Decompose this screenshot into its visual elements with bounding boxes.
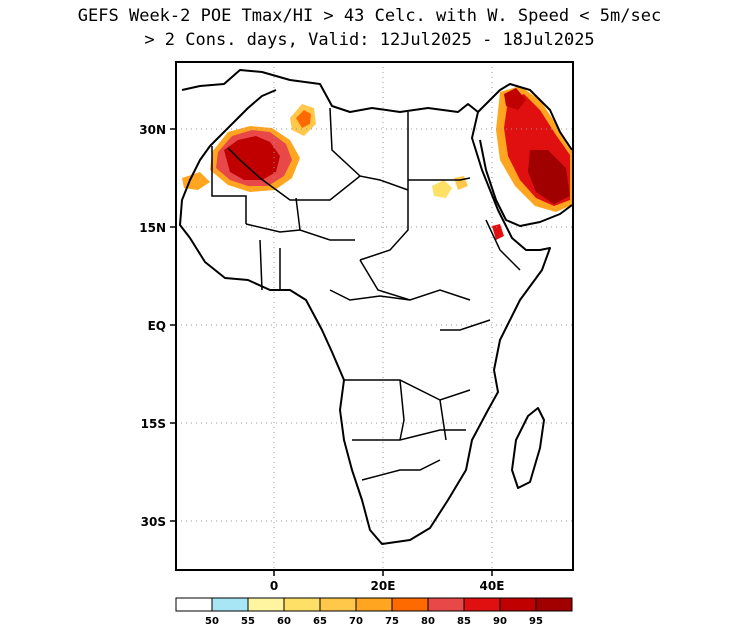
colorbar-swatch	[319, 597, 357, 612]
shade-nw-africa-inner	[224, 136, 280, 180]
colorbar-swatch	[175, 597, 213, 612]
lat-label-eq: EQ	[148, 319, 166, 333]
colorbar-label: 55	[241, 616, 255, 627]
colorbar-label: 75	[385, 616, 399, 627]
colorbar-swatch	[211, 597, 249, 612]
shade-arabia-inner	[528, 150, 570, 204]
coastlines	[179, 69, 573, 545]
colorbar-label: 50	[205, 616, 219, 627]
colorbar-swatch	[427, 597, 465, 612]
colorbar-swatch	[499, 597, 537, 612]
colorbar-swatch	[463, 597, 501, 612]
shade-red-sea	[492, 224, 504, 240]
colorbar-swatch	[535, 597, 573, 612]
lat-label-15s: 15S	[141, 417, 166, 431]
map-frame	[175, 61, 574, 571]
colorbar-swatch	[283, 597, 321, 612]
colorbar-label: 70	[349, 616, 363, 627]
colorbar: 50 55 60 65 70 75 80 85 90 95	[175, 597, 573, 627]
arabia-coast	[477, 83, 573, 227]
colorbar-label: 80	[421, 616, 435, 627]
colorbar-label: 60	[277, 616, 291, 627]
colorbar-label: 65	[313, 616, 327, 627]
colorbar-label: 85	[457, 616, 471, 627]
colorbar-label: 95	[529, 616, 543, 627]
lon-label-20e: 20E	[371, 579, 396, 593]
madagascar	[511, 407, 545, 489]
title-line-2: > 2 Cons. days, Valid: 12Jul2025 - 18Jul…	[144, 30, 595, 50]
axis-ticks	[170, 128, 493, 576]
lon-label-40e: 40E	[480, 579, 505, 593]
lat-label-30s: 30S	[141, 515, 166, 529]
shade-sudan-1	[432, 180, 452, 198]
shade-arabia-north	[504, 88, 526, 110]
lat-label-15n: 15N	[139, 221, 166, 235]
shade-mauritania	[182, 172, 210, 190]
africa-coast	[179, 69, 551, 545]
colorbar-swatch	[391, 597, 429, 612]
shade-nw-africa-small-inner	[296, 110, 311, 128]
lat-label-30n: 30N	[139, 123, 166, 137]
colorbar-swatch	[355, 597, 393, 612]
colorbar-label: 90	[493, 616, 507, 627]
lon-label-0: 0	[270, 579, 278, 593]
borders	[211, 107, 521, 481]
title-line-1: GEFS Week-2 POE Tmax/HI > 43 Celc. with …	[77, 6, 662, 26]
colorbar-swatch	[247, 597, 285, 612]
